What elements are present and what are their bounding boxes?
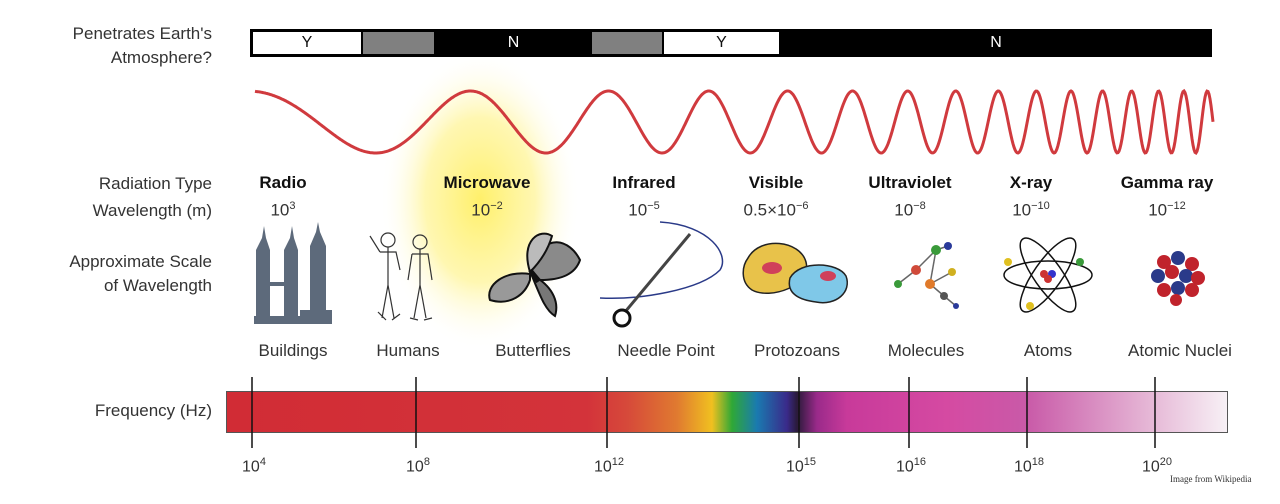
frequency-tick-exponent: 16 [913, 456, 927, 468]
frequency-tick-exponent: 18 [1031, 456, 1045, 468]
radiation-type-ultraviolet: Ultraviolet [868, 173, 952, 192]
wavelength-base: 0.5×10 [743, 200, 796, 220]
atmosphere-segment-microwave: N [507, 34, 520, 51]
molecules-icon [894, 242, 959, 309]
scale-object-butterflies: Butterflies [495, 341, 571, 360]
protozoans-icon [742, 242, 848, 304]
radiation-type-visible: Visible [748, 173, 804, 192]
atmosphere-segment-high-energy: N [990, 34, 1002, 51]
frequency-tick-label: 104 [214, 456, 294, 476]
frequency-tick-label: 1020 [1117, 456, 1197, 476]
penetrates-label-line1: Penetrates Earth's [72, 24, 212, 43]
atmosphere-segment-visible: Y [664, 32, 779, 54]
wavelength-label: Wavelength (m) [92, 201, 212, 220]
penetrates-label-line2: Atmosphere? [110, 48, 212, 67]
penetrates-label: Penetrates Earth's Atmosphere? [73, 22, 212, 70]
frequency-tick-label: 1012 [569, 456, 649, 476]
wavelength-exponent: 3 [289, 200, 296, 212]
frequency-tick-base: 10 [785, 458, 804, 476]
scale-label: Approximate Scale of Wavelength [69, 250, 212, 298]
wavelength-exponent: −6 [795, 200, 809, 212]
frequency-tick-exponent: 8 [423, 456, 430, 468]
scale-icons [254, 221, 1205, 328]
wavelength-value: 103 [213, 200, 353, 221]
wavelength-base: 10 [628, 200, 648, 220]
scale-object-molecules: Molecules [887, 341, 965, 360]
wavelength-base: 10 [471, 200, 491, 220]
butterfly-icon [488, 232, 582, 318]
frequency-tick-exponent: 15 [803, 456, 817, 468]
image-credit: Image from Wikipedia [1170, 474, 1252, 484]
frequency-tick-label: 1016 [871, 456, 951, 476]
wavelength-base: 10 [894, 200, 914, 220]
frequency-spectrum-bar [226, 391, 1228, 433]
frequency-tick-base: 10 [242, 458, 260, 476]
wavelength-value: 10−10 [961, 200, 1101, 221]
frequency-tick-base: 10 [1141, 458, 1160, 476]
radiation-type-x-ray: X-ray [1009, 173, 1053, 192]
atmosphere-segment-partial-2 [592, 32, 662, 54]
wavelength-value: 0.5×10−6 [706, 200, 846, 221]
radiation-type-microwave: Microwave [443, 173, 531, 192]
wavelength-value: 10−12 [1097, 200, 1237, 221]
frequency-tick-base: 10 [1013, 458, 1032, 476]
frequency-tick-exponent: 12 [611, 456, 625, 468]
atmosphere-segment-radio: Y [253, 32, 361, 54]
wavelength-base: 10 [270, 200, 290, 220]
atmosphere-segment-partial-1 [363, 32, 434, 54]
wavelength-value: 10−2 [417, 200, 557, 221]
frequency-tick-label: 1015 [761, 456, 841, 476]
atmosphere-bar: Y N Y N [250, 29, 1212, 57]
radiation-type-label: Radiation Type [98, 174, 212, 193]
scale-object-atomic-nuclei: Atomic Nuclei [1128, 341, 1232, 360]
radiation-type-gamma-ray: Gamma ray [1120, 173, 1214, 192]
frequency-tick-base: 10 [895, 458, 914, 476]
wavelength-exponent: −10 [1031, 200, 1050, 212]
frequency-tick-base: 10 [593, 458, 612, 476]
wavelength-base: 10 [1148, 200, 1168, 220]
wave-graphic [254, 88, 1215, 155]
atom-icon [1003, 237, 1093, 313]
scale-object-needle-point: Needle Point [617, 341, 715, 360]
frequency-tick-exponent: 20 [1159, 456, 1173, 468]
wavelength-value: 10−8 [840, 200, 980, 221]
scale-object-protozoans: Protozoans [754, 341, 840, 360]
wavelength-exponent: −2 [490, 200, 503, 212]
frequency-tick-label: 1018 [989, 456, 1069, 476]
scale-object-humans: Humans [376, 341, 440, 360]
frequency-tick-base: 10 [406, 458, 424, 476]
humans-icon [369, 232, 433, 321]
wavelength-base: 10 [1012, 200, 1032, 220]
scale-object-atoms: Atoms [1023, 341, 1073, 360]
wavelength-exponent: −5 [647, 200, 660, 212]
wavelength-exponent: −8 [913, 200, 926, 212]
nucleus-icon [1151, 251, 1205, 306]
frequency-tick-label: 108 [378, 456, 458, 476]
wave-path [254, 88, 1215, 155]
frequency-label: Frequency (Hz) [94, 401, 212, 420]
radiation-type-radio: Radio [259, 173, 307, 192]
buildings-icon [254, 222, 332, 324]
scale-object-buildings: Buildings [258, 341, 328, 360]
scale-label-line2: of Wavelength [103, 276, 212, 295]
radiation-type-infrared: Infrared [612, 173, 676, 192]
frequency-tick-exponent: 4 [259, 456, 266, 468]
needle-icon [599, 221, 724, 328]
scale-label-line1: Approximate Scale [69, 252, 212, 271]
wavelength-value: 10−5 [574, 200, 714, 221]
wavelength-exponent: −12 [1167, 200, 1186, 212]
